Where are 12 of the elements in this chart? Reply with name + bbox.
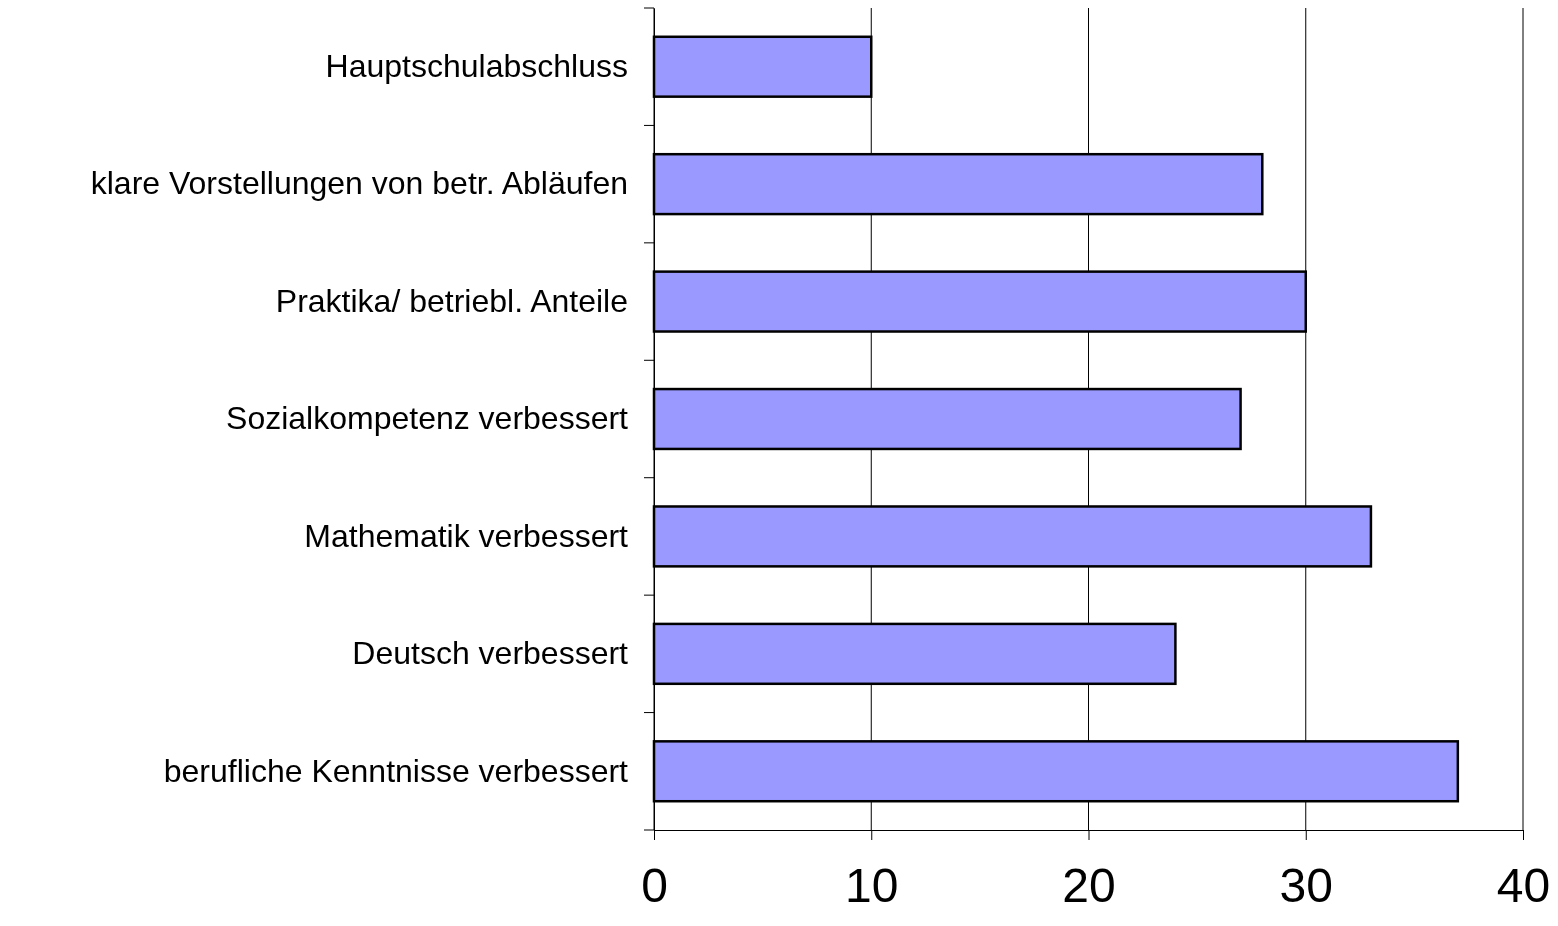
y-tick-label: Praktika/ betriebl. Anteile [275, 282, 628, 319]
x-tick-label: 0 [641, 859, 668, 913]
y-tick-label: Mathematik verbessert [304, 517, 629, 554]
y-tick-label: Deutsch verbessert [352, 635, 629, 672]
y-tick-label: klare Vorstellungen von betr. Abläufen [90, 165, 628, 202]
x-tick-label: 30 [1279, 859, 1333, 913]
x-tick-label: 40 [1496, 859, 1551, 913]
y-tick-label: berufliche Kenntnisse verbessert [163, 752, 629, 789]
x-tick-label: 20 [1062, 859, 1116, 913]
y-tick-label: Hauptschulabschluss [325, 47, 628, 84]
x-tick-label: 10 [845, 859, 899, 913]
y-tick-label: Sozialkompetenz verbessert [226, 400, 629, 437]
